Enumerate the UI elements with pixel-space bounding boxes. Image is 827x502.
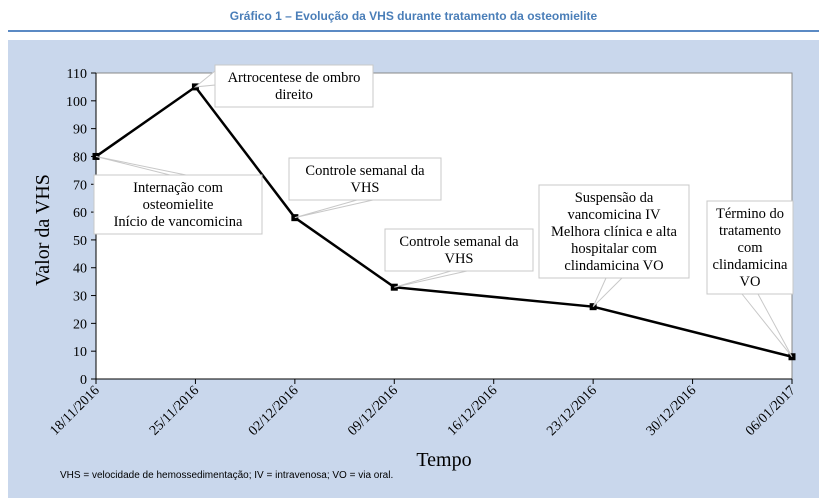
chart-panel: 0 10 20 30 40 50 60 70 80 90 100 110 18/11/2016 25/1… <box>8 40 819 498</box>
callout-text-line: Artrocentese de ombro <box>228 70 361 86</box>
x-tick-label: 25/11/2016 <box>147 383 202 438</box>
x-tick-label: 09/12/2016 <box>345 383 401 439</box>
callout-text-line: osteomielite <box>143 197 214 213</box>
figure-header: Gráfico 1 – Evolução da VHS durante trat… <box>0 0 827 34</box>
figure-footnote: VHS = velocidade de hemossedimentação; I… <box>60 470 394 481</box>
x-tick-label: 18/11/2016 <box>47 383 102 438</box>
y-tick-label: 110 <box>67 67 87 82</box>
callout-text-line: VHS <box>350 180 379 196</box>
x-tick-label: 06/01/2017 <box>743 383 799 439</box>
callout-box <box>93 174 263 235</box>
callout-box <box>288 157 442 201</box>
callout-text-line: VO <box>740 274 761 290</box>
callout-box <box>706 200 794 295</box>
x-tick-label: 16/12/2016 <box>445 383 501 439</box>
callout-text-line: tratamento <box>719 223 781 239</box>
callout-box <box>384 228 534 272</box>
callout-text-line: Suspensão da <box>575 190 654 206</box>
x-tick-label: 23/12/2016 <box>544 383 600 439</box>
callout-text-line: clindamicina VO <box>564 258 663 274</box>
y-tick-label: 10 <box>73 345 87 360</box>
y-tick-label: 60 <box>73 206 87 221</box>
x-axis-title: Tempo <box>416 449 471 471</box>
y-axis-title: Valor da VHS <box>32 174 54 286</box>
y-tick-label: 90 <box>73 123 87 138</box>
y-tick-label: 80 <box>73 150 87 165</box>
callout-text-line: Controle semanal da <box>305 163 425 179</box>
y-axis-ticks: 0 10 20 30 40 50 60 70 80 90 100 110 <box>66 67 96 388</box>
x-tick-label: 30/12/2016 <box>644 383 700 439</box>
callout-text-line: direito <box>275 87 313 103</box>
y-tick-label: 40 <box>73 262 87 277</box>
callout-text-line: com <box>738 240 764 256</box>
callout-text-line: VHS <box>444 251 473 267</box>
y-tick-label: 0 <box>80 373 87 388</box>
y-tick-label: 20 <box>73 317 87 332</box>
callout-text-line: Início de vancomicina <box>114 214 243 230</box>
callout-box <box>214 64 374 108</box>
y-tick-label: 70 <box>73 178 87 193</box>
series-line <box>95 85 793 358</box>
callout-text-line: clindamicina <box>713 257 788 273</box>
figure-title: Gráfico 1 – Evolução da VHS durante trat… <box>229 9 598 23</box>
title-divider <box>8 30 819 32</box>
callout-text-line: Melhora clínica e alta <box>551 224 678 240</box>
x-tick-label: 02/12/2016 <box>246 383 302 439</box>
callout-text-line: Internação com <box>133 180 223 196</box>
y-tick-label: 100 <box>66 95 87 110</box>
callout-text-line: Término do <box>716 206 784 222</box>
callout-box <box>538 184 690 279</box>
callout-text-line: vancomicina IV <box>567 207 661 223</box>
callout-text-line: Controle semanal da <box>399 234 519 250</box>
x-axis-ticks: 18/11/2016 25/11/2016 02/12/2016 09/12/2016… <box>47 379 799 439</box>
line-chart: 0 10 20 30 40 50 60 70 80 90 100 110 18/11/2016 25/1… <box>32 64 799 471</box>
callout-text-line: hospitalar com <box>571 241 657 257</box>
y-tick-label: 50 <box>73 234 87 249</box>
y-tick-label: 30 <box>73 290 87 305</box>
